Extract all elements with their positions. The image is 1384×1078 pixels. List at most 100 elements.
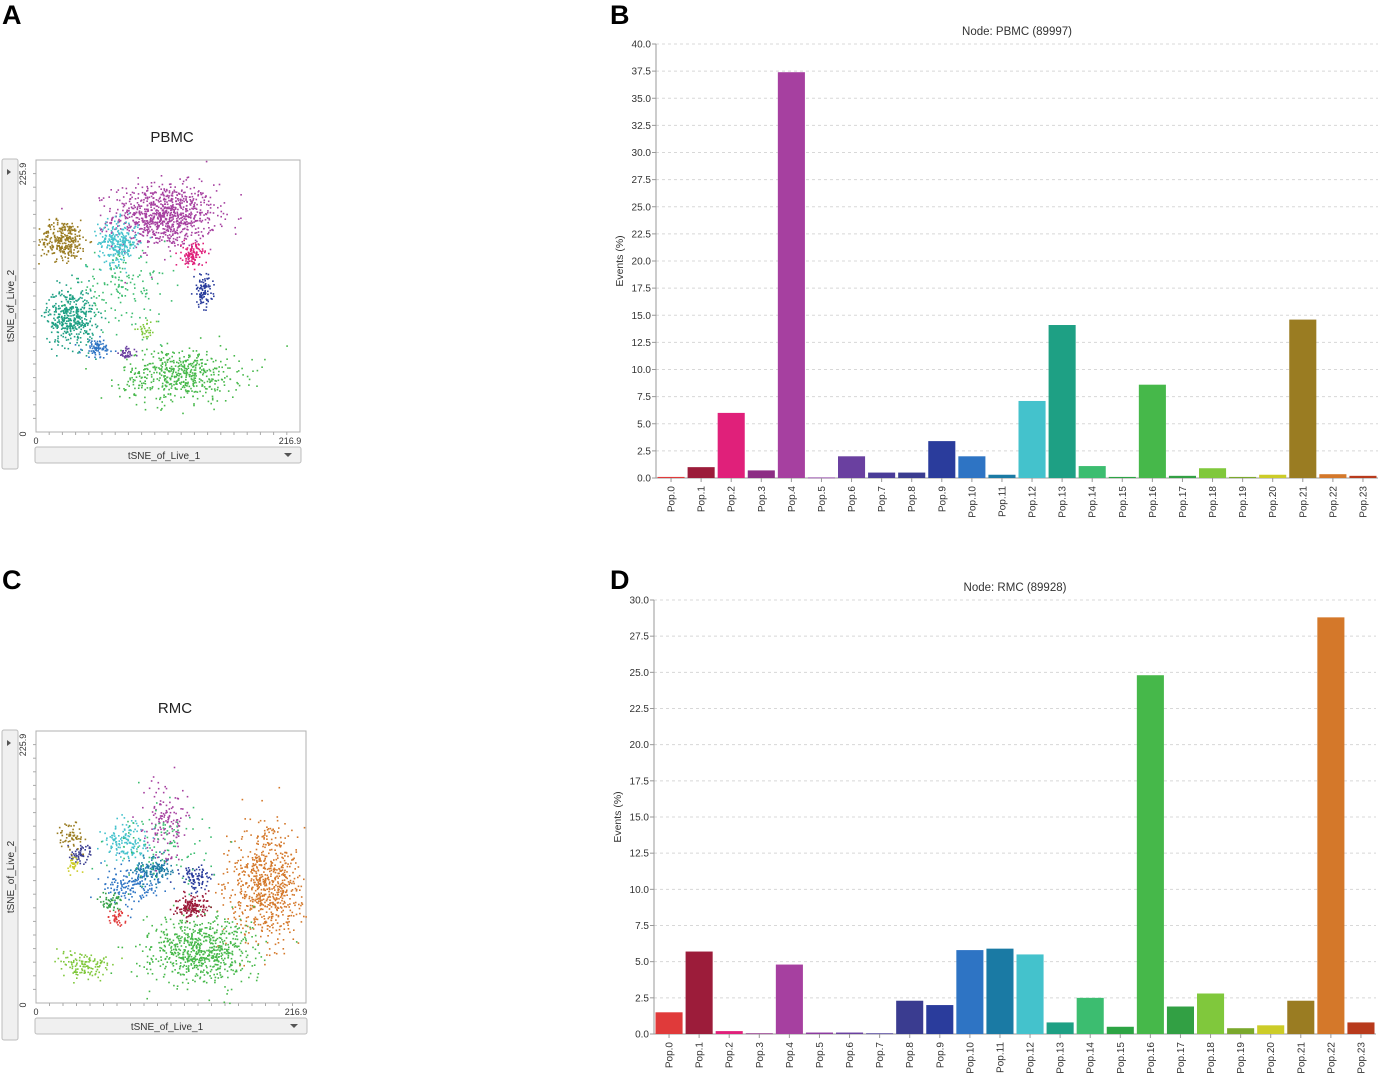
- data-point: [56, 248, 58, 250]
- data-point: [96, 342, 99, 345]
- data-point: [127, 380, 129, 383]
- data-point: [105, 345, 107, 348]
- data-point: [185, 238, 188, 240]
- data-point: [66, 247, 68, 249]
- data-point: [115, 848, 118, 850]
- data-point: [214, 389, 216, 392]
- data-point: [172, 237, 175, 240]
- data-point: [257, 898, 259, 900]
- data-point: [168, 219, 171, 221]
- data-point: [176, 945, 179, 948]
- data-point: [158, 941, 160, 944]
- data-point: [146, 377, 148, 380]
- data-point: [172, 204, 174, 206]
- data-point: [180, 926, 183, 928]
- data-point: [235, 930, 237, 933]
- data-point: [164, 200, 166, 203]
- data-point: [193, 379, 195, 381]
- data-point: [170, 211, 173, 214]
- data-point: [55, 238, 58, 240]
- data-point: [257, 843, 259, 845]
- data-point: [194, 390, 197, 393]
- data-point: [136, 871, 138, 873]
- data-point: [262, 835, 265, 837]
- data-point: [254, 934, 257, 937]
- data-point: [234, 840, 236, 843]
- data-point: [294, 887, 297, 890]
- data-point: [149, 888, 151, 890]
- data-point: [188, 222, 191, 225]
- data-point: [49, 226, 51, 228]
- data-point: [145, 866, 148, 868]
- data-point: [247, 960, 249, 963]
- data-point: [183, 942, 185, 944]
- data-point: [213, 225, 216, 227]
- data-point: [83, 304, 86, 306]
- data-point: [171, 963, 174, 965]
- data-point: [76, 251, 79, 253]
- data-point: [43, 311, 46, 314]
- data-point: [227, 951, 229, 953]
- data-point: [171, 373, 174, 375]
- data-point: [193, 957, 196, 959]
- data-point: [258, 886, 260, 888]
- data-point: [145, 212, 147, 215]
- data-point: [276, 909, 278, 912]
- data-point: [52, 232, 55, 235]
- data-point: [84, 330, 86, 332]
- data-point: [98, 295, 100, 297]
- data-point: [85, 264, 87, 266]
- data-point: [280, 907, 283, 909]
- data-point: [115, 843, 118, 845]
- data-point: [118, 283, 120, 286]
- data-point: [217, 374, 220, 376]
- data-point: [130, 850, 133, 853]
- data-point: [118, 276, 120, 279]
- data-point: [101, 245, 103, 247]
- data-point: [138, 210, 141, 212]
- data-point: [187, 254, 189, 257]
- data-point: [190, 216, 192, 219]
- data-point: [150, 222, 153, 225]
- data-point: [80, 291, 83, 294]
- data-point: [112, 838, 114, 841]
- data-point: [138, 900, 140, 903]
- data-point: [66, 234, 69, 237]
- data-point: [276, 891, 278, 894]
- bar-pop-22: [1319, 474, 1347, 478]
- data-point: [229, 963, 232, 966]
- bar-pop-19: [1229, 476, 1257, 478]
- data-point: [139, 240, 141, 243]
- data-point: [180, 383, 182, 385]
- data-point: [222, 928, 225, 931]
- data-point: [192, 199, 194, 202]
- data-point: [175, 197, 177, 199]
- data-point: [153, 234, 156, 236]
- data-point: [273, 952, 276, 954]
- data-point: [99, 214, 102, 217]
- data-point: [233, 912, 235, 914]
- data-point: [118, 843, 121, 846]
- data-point: [274, 871, 277, 874]
- data-point: [157, 206, 160, 209]
- data-point: [243, 964, 245, 967]
- data-point: [45, 302, 48, 305]
- data-point: [227, 953, 229, 955]
- data-point: [195, 381, 197, 384]
- data-point: [115, 266, 118, 269]
- data-point: [83, 332, 85, 335]
- data-point: [224, 957, 226, 960]
- data-point: [39, 241, 41, 243]
- data-point: [195, 256, 197, 258]
- data-point: [267, 876, 270, 879]
- data-point: [98, 241, 100, 244]
- data-point: [184, 929, 186, 931]
- data-point: [121, 267, 124, 270]
- data-point: [263, 836, 265, 839]
- data-point: [132, 293, 135, 295]
- data-point: [265, 920, 267, 923]
- data-point: [65, 306, 67, 309]
- data-point: [182, 223, 185, 225]
- data-point: [69, 232, 72, 235]
- data-point: [121, 823, 124, 826]
